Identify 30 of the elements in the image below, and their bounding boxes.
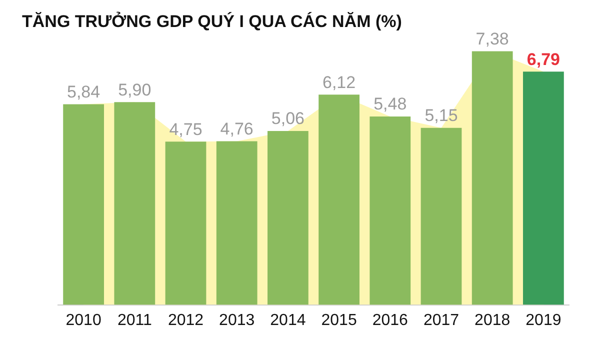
x-tick-label: 2016 — [372, 312, 408, 329]
bar — [420, 128, 462, 305]
data-label: 5,48 — [374, 94, 407, 114]
data-label: 7,38 — [476, 29, 509, 48]
bar — [523, 72, 564, 305]
data-label: 5,90 — [118, 80, 152, 100]
bar — [216, 141, 258, 305]
x-tick-label: 2019 — [526, 312, 562, 329]
data-label: 5,84 — [67, 82, 100, 102]
x-tick-label: 2013 — [219, 312, 255, 329]
bar — [370, 116, 411, 305]
chart-title: TĂNG TRƯỞNG GDP QUÝ I QUA CÁC NĂM (%) — [22, 12, 402, 32]
bar — [114, 102, 156, 305]
bar — [165, 142, 206, 305]
x-tick-label: 2015 — [321, 312, 357, 329]
x-tick-label: 2014 — [270, 312, 306, 329]
data-label: 6,79 — [526, 50, 560, 69]
bar — [472, 51, 513, 305]
bar — [63, 104, 104, 305]
x-tick-label: 2012 — [168, 312, 204, 329]
x-tick-label: 2010 — [66, 312, 102, 329]
x-tick-label: 2018 — [474, 312, 510, 329]
data-label: 5,06 — [271, 109, 304, 128]
data-label: 6,12 — [322, 72, 356, 92]
bar — [268, 130, 308, 305]
data-label: 4,76 — [220, 119, 254, 138]
x-tick-label: 2011 — [117, 312, 152, 329]
data-label: 4,75 — [169, 120, 202, 139]
bar — [318, 94, 360, 305]
x-tick-label: 2017 — [423, 312, 460, 329]
